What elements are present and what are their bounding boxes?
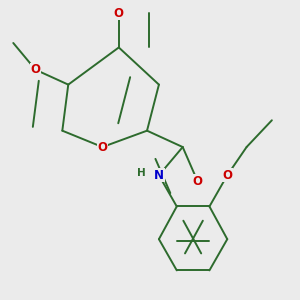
- Text: N: N: [154, 169, 164, 182]
- Text: O: O: [114, 7, 124, 20]
- Text: H: H: [137, 168, 146, 178]
- Text: O: O: [193, 175, 202, 188]
- Text: O: O: [31, 63, 40, 76]
- Text: O: O: [222, 169, 232, 182]
- Text: O: O: [98, 140, 107, 154]
